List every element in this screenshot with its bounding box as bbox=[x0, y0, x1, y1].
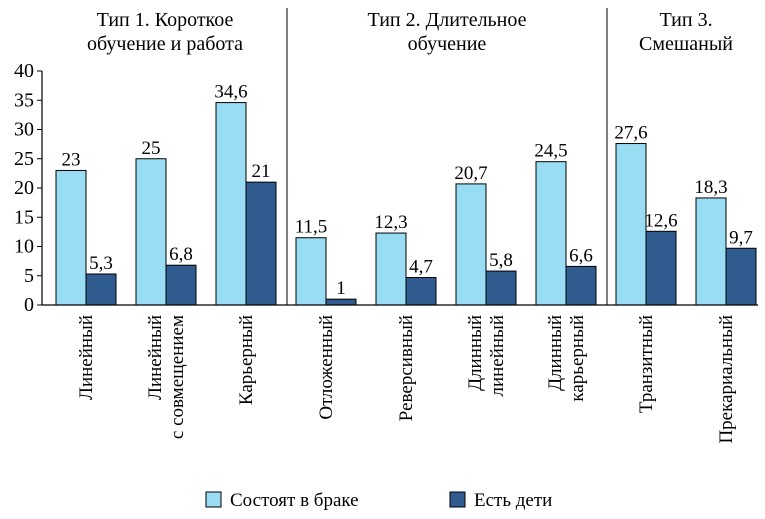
category-label-1-line-1: Линейный bbox=[76, 315, 97, 400]
value-label-children-1: 5,3 bbox=[89, 253, 113, 274]
legend-swatch-2 bbox=[449, 491, 466, 508]
y-tick-label: 10 bbox=[14, 236, 34, 258]
bar-married-3 bbox=[215, 102, 247, 306]
category-label-2-line-1: Линейный bbox=[145, 315, 166, 400]
bar-married-7 bbox=[535, 161, 567, 306]
y-tick-label: 20 bbox=[14, 177, 34, 199]
category-labels: Линейный Линейный с совмещением Карьерный От… bbox=[76, 315, 737, 444]
bar-children-4 bbox=[325, 298, 357, 306]
category-label-5-line-1: Реверсивный bbox=[396, 315, 417, 421]
category-label-9-line-1: Прекариальный bbox=[716, 315, 737, 444]
bar-children-3 bbox=[245, 181, 277, 306]
y-tick-label: 30 bbox=[14, 119, 34, 141]
bar-married-6 bbox=[455, 183, 487, 306]
value-label-married-6: 20,7 bbox=[454, 163, 487, 184]
y-axis: 0 5 10 15 20 25 30 35 40 bbox=[14, 60, 43, 316]
value-label-married-8: 27,6 bbox=[614, 123, 647, 144]
bar-married-2 bbox=[135, 158, 167, 306]
bar-children-5 bbox=[405, 277, 437, 306]
legend: Состоят в браке Есть дети bbox=[205, 490, 552, 511]
group-title-2-line-2: обучение bbox=[408, 33, 487, 55]
value-label-children-7: 6,6 bbox=[569, 245, 593, 266]
bar-married-1 bbox=[55, 169, 87, 306]
bar-married-5 bbox=[375, 232, 407, 306]
value-label-married-7: 24,5 bbox=[534, 141, 567, 162]
value-label-children-3: 21 bbox=[252, 161, 271, 182]
bar-children-1 bbox=[85, 273, 117, 306]
bar-children-8 bbox=[645, 230, 677, 306]
bars bbox=[55, 102, 757, 306]
group-title-1-line-1: Тип 1. Короткое bbox=[97, 9, 234, 31]
group-separators bbox=[286, 8, 608, 305]
value-label-married-9: 18,3 bbox=[694, 177, 727, 198]
value-labels: 23 25 34,6 11,5 12,3 20,7 24,5 27,6 18,3 5,3 6,8 21… bbox=[62, 82, 753, 300]
group-title-3-line-2: Смешаный bbox=[639, 33, 733, 55]
group-title-3-line-1: Тип 3. bbox=[659, 9, 712, 31]
value-label-married-1: 23 bbox=[62, 149, 81, 170]
category-label-2-line-2: с совмещением bbox=[167, 315, 188, 439]
value-label-children-8: 12,6 bbox=[644, 210, 677, 231]
group-title-2-line-1: Тип 2. Длительное bbox=[368, 9, 527, 31]
category-label-6-line-1: Длинный bbox=[465, 315, 486, 391]
bar-children-7 bbox=[565, 265, 597, 306]
value-label-married-5: 12,3 bbox=[374, 212, 407, 233]
legend-label-2: Есть дети bbox=[474, 490, 552, 511]
category-label-8-line-1: Транзитный bbox=[636, 315, 657, 413]
category-label-7-line-1: Длинный bbox=[545, 315, 566, 391]
y-tick-label: 15 bbox=[14, 206, 34, 228]
y-tick-label: 40 bbox=[14, 60, 34, 82]
value-label-children-4: 1 bbox=[336, 278, 346, 299]
y-tick-label: 35 bbox=[14, 89, 34, 111]
value-label-married-4: 11,5 bbox=[295, 217, 328, 238]
y-tick-label: 0 bbox=[24, 294, 34, 316]
category-label-4-line-1: Отложенный bbox=[316, 315, 337, 420]
bar-children-9 bbox=[725, 247, 757, 306]
legend-swatch-1 bbox=[205, 491, 222, 508]
group-title-1-line-2: обучение и работа bbox=[87, 33, 243, 55]
category-label-6-line-2: линейный bbox=[487, 315, 508, 397]
legend-label-1: Состоят в браке bbox=[230, 490, 359, 511]
category-label-3-line-1: Карьерный bbox=[236, 315, 257, 405]
y-tick-label: 25 bbox=[14, 148, 34, 170]
y-tick-label: 5 bbox=[24, 265, 34, 287]
value-label-children-6: 5,8 bbox=[489, 250, 513, 271]
value-label-married-3: 34,6 bbox=[214, 82, 247, 103]
category-label-7-line-2: карьерный bbox=[567, 315, 588, 402]
bar-children-2 bbox=[165, 264, 197, 306]
bar-married-8 bbox=[615, 143, 647, 306]
bar-married-9 bbox=[695, 197, 727, 306]
bar-married-4 bbox=[295, 237, 327, 306]
value-label-children-5: 4,7 bbox=[409, 257, 433, 278]
value-label-married-2: 25 bbox=[142, 138, 161, 159]
value-label-children-2: 6,8 bbox=[169, 244, 193, 265]
value-label-children-9: 9,7 bbox=[729, 227, 753, 248]
bar-children-6 bbox=[485, 270, 517, 306]
